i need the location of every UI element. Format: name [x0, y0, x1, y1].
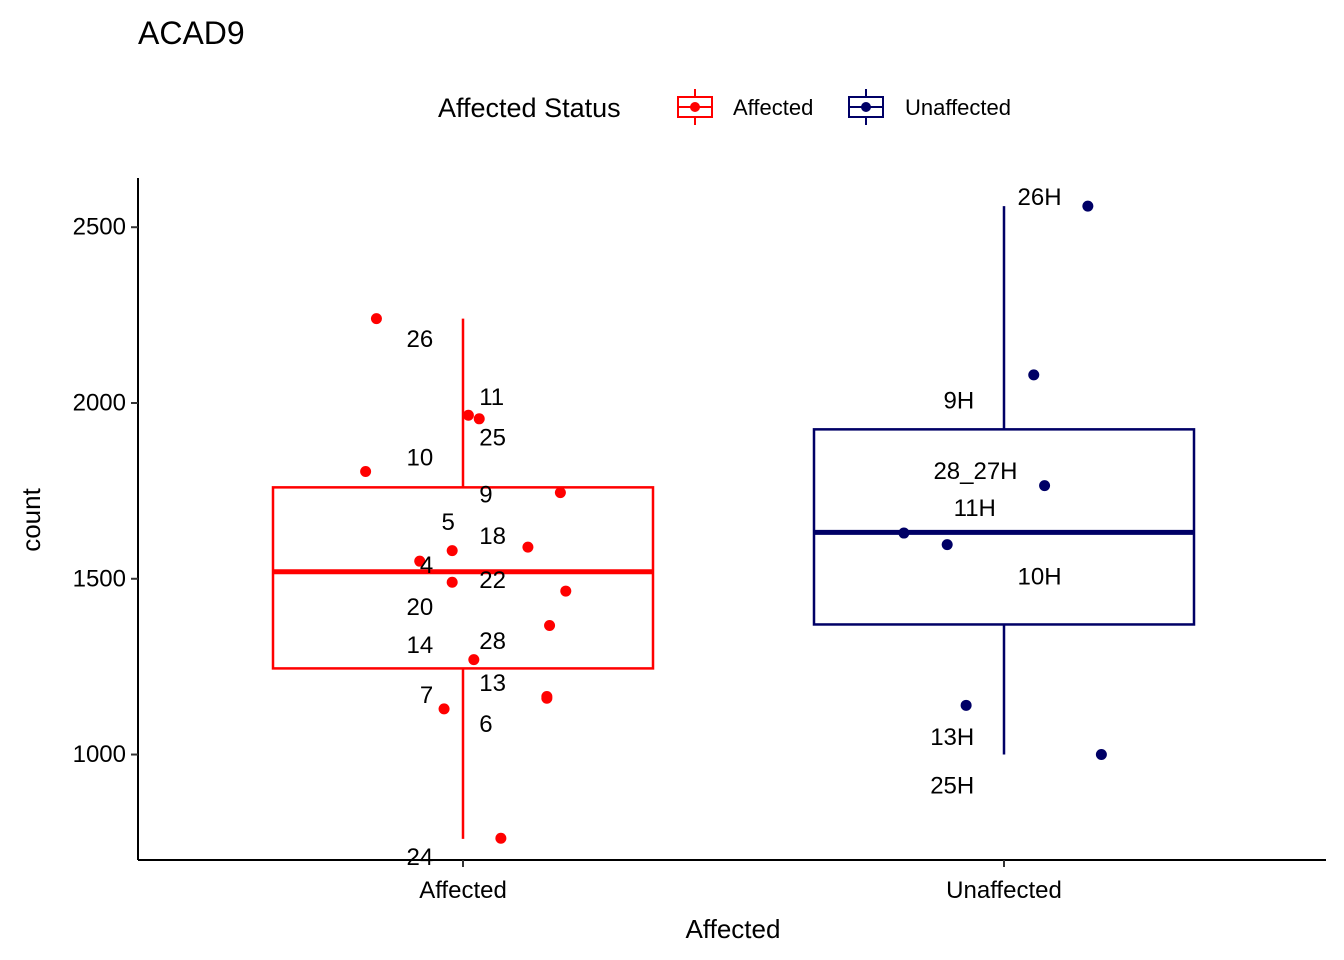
data-point	[544, 620, 556, 632]
data-point	[446, 576, 458, 588]
point-label: 6	[479, 711, 492, 738]
point-label: 10	[407, 445, 434, 472]
data-point	[941, 539, 953, 551]
y-axis: 1000 1500 2000 2500	[73, 178, 139, 860]
data-point	[1095, 749, 1107, 761]
data-point	[560, 585, 572, 597]
data-point	[360, 466, 372, 478]
point-label: 10H	[1018, 564, 1062, 591]
data-point	[468, 654, 480, 666]
point-label: 5	[442, 509, 455, 536]
point-label: 18	[479, 523, 506, 550]
box-iqr-affected	[271, 486, 655, 670]
x-tick-label: Affected	[419, 877, 507, 904]
point-label: 25H	[930, 773, 974, 800]
data-point	[1082, 200, 1094, 212]
point-label: 13	[479, 670, 506, 697]
data-point	[1028, 369, 1040, 381]
data-point	[414, 555, 426, 567]
data-point	[554, 487, 566, 499]
chart-title: ACAD9	[138, 15, 245, 51]
data-point	[473, 413, 485, 425]
plot-panel: 26 11 25 10 95 18 4 22 20 28 14 13 7 6 24 26H 9H 28_27H 11…	[271, 184, 1196, 871]
data-point	[438, 703, 450, 715]
legend-label-unaffected: Unaffected	[905, 95, 1011, 120]
legend-title: Affected Status	[438, 93, 621, 123]
data-point	[462, 409, 474, 421]
legend-key-affected	[677, 89, 713, 125]
box-affected	[271, 318, 655, 839]
points-layer	[360, 200, 1107, 844]
legend-label-affected: Affected	[733, 95, 813, 120]
point-label: 13H	[930, 724, 974, 751]
y-tick-label: 2000	[73, 389, 126, 416]
point-label: 9H	[944, 388, 975, 415]
data-point	[960, 699, 972, 711]
point-label: 28	[479, 628, 506, 655]
data-point	[1039, 480, 1051, 492]
point-label: 26	[407, 326, 434, 353]
boxes-layer	[271, 206, 1196, 839]
legend-key-unaffected	[848, 89, 884, 125]
point-label: 7	[420, 682, 433, 709]
point-label: 11H	[954, 495, 996, 522]
data-point	[541, 692, 553, 704]
legend-key-point	[861, 102, 871, 112]
point-label: 22	[479, 567, 506, 594]
x-axis-title: Affected	[686, 914, 781, 944]
y-tick-label: 2500	[73, 214, 126, 241]
point-label: 9	[479, 482, 492, 509]
point-label: 11	[479, 384, 504, 411]
legend-key-point	[690, 102, 700, 112]
point-label: 24	[407, 844, 434, 871]
legend: Affected Status Affected Unaffected	[438, 89, 1011, 125]
y-axis-title: count	[16, 487, 46, 551]
data-point	[898, 527, 910, 539]
point-label: 26H	[1018, 184, 1062, 211]
point-label: 4	[420, 552, 433, 579]
point-label: 20	[407, 594, 434, 621]
y-tick-label: 1500	[73, 565, 126, 592]
data-point	[495, 832, 507, 844]
box-unaffected	[812, 206, 1196, 755]
y-tick-label: 1000	[73, 741, 126, 768]
data-point	[446, 545, 458, 557]
point-label: 28_27H	[933, 458, 1017, 485]
point-label: 14	[407, 632, 434, 659]
x-axis: Affected Unaffected	[138, 859, 1326, 904]
point-label: 25	[479, 425, 506, 452]
point-labels-layer: 26 11 25 10 95 18 4 22 20 28 14 13 7 6 24 26H 9H 28_27H 11…	[407, 184, 1062, 871]
data-point	[522, 541, 534, 553]
x-tick-label: Unaffected	[946, 877, 1062, 904]
box-iqr-unaffected	[812, 428, 1196, 626]
data-point	[370, 313, 382, 325]
